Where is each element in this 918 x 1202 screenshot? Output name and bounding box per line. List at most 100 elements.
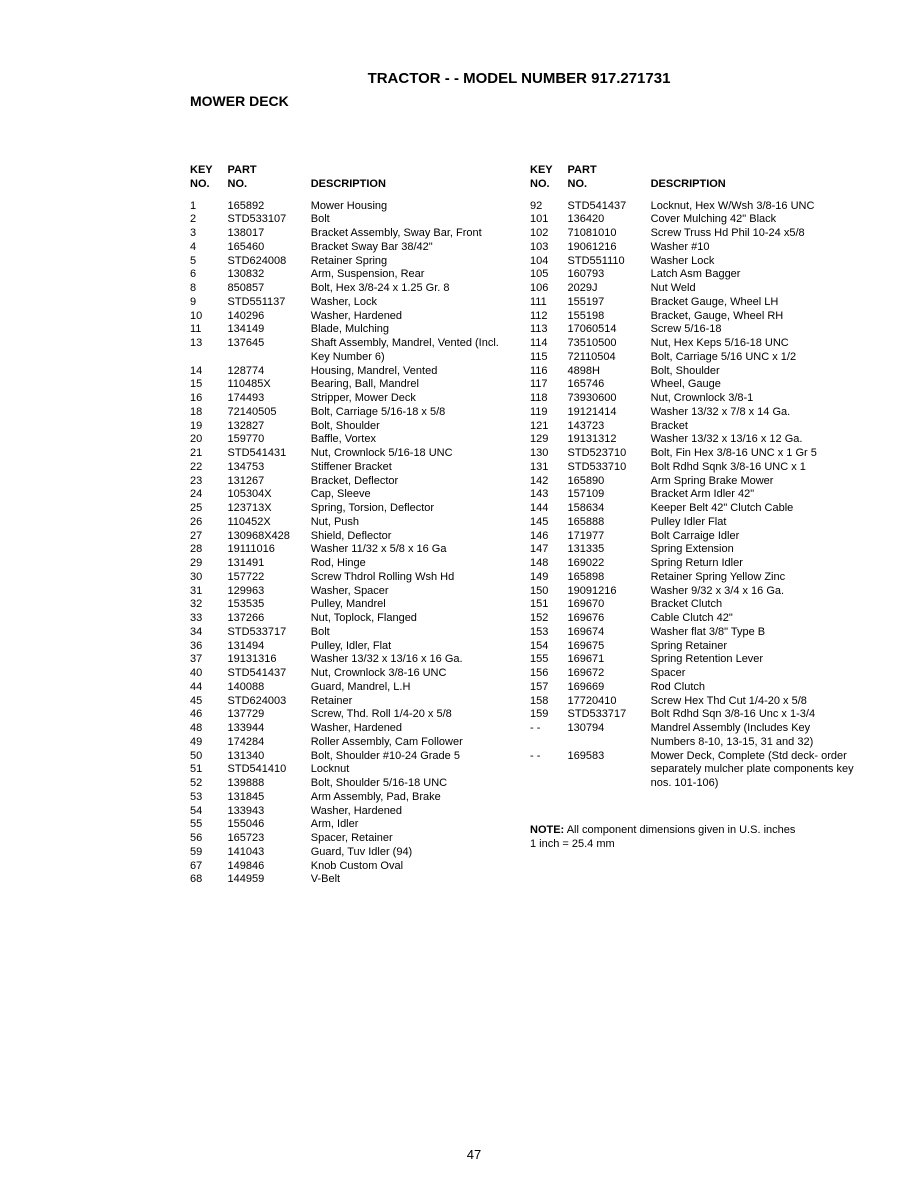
table-row: 29131491Rod, Hinge	[190, 557, 520, 571]
cell-key: 34	[190, 626, 228, 640]
cell-desc: Bracket Arm Idler 42"	[651, 488, 860, 502]
cell-part: 73930600	[568, 392, 651, 406]
cell-part: 134149	[228, 323, 311, 337]
cell-part: 137729	[228, 708, 311, 722]
cell-part: 131491	[228, 557, 311, 571]
cell-desc: Roller Assembly, Cam Follower	[311, 736, 520, 750]
table-row: 50131340Bolt, Shoulder #10-24 Grade 5	[190, 750, 520, 764]
cell-desc: Arm Spring Brake Mower	[651, 475, 860, 489]
table-row: 49174284Roller Assembly, Cam Follower	[190, 736, 520, 750]
cell-desc: Locknut, Hex W/Wsh 3/8-16 UNC	[651, 200, 860, 214]
table-row: 11473510500Nut, Hex Keps 5/16-18 UNC	[530, 337, 860, 351]
title: TRACTOR - - MODEL NUMBER 917.271731	[180, 70, 858, 87]
cell-desc: Locknut	[311, 763, 520, 777]
cell-key: 59	[190, 846, 228, 860]
table-row: 46137729Screw, Thd. Roll 1/4-20 x 5/8	[190, 708, 520, 722]
cell-part: STD523710	[568, 447, 651, 461]
table-row: 25123713XSpring, Torsion, Deflector	[190, 502, 520, 516]
cell-key: 150	[530, 585, 568, 599]
table-row: 22134753Stiffener Bracket	[190, 461, 520, 475]
cell-key: 28	[190, 543, 228, 557]
table-row: 14128774Housing, Mandrel, Vented	[190, 365, 520, 379]
cell-key: 106	[530, 282, 568, 296]
cell-key: 151	[530, 598, 568, 612]
cell-key: 112	[530, 310, 568, 324]
cell-key: 9	[190, 296, 228, 310]
cell-part: 131340	[228, 750, 311, 764]
cell-key: 6	[190, 268, 228, 282]
cell-desc: Screw Truss Hd Phil 10-24 x5/8	[651, 227, 860, 241]
cell-desc: Nut, Crownlock 3/8-1	[651, 392, 860, 406]
table-row: 45STD624003Retainer	[190, 695, 520, 709]
cell-key: 142	[530, 475, 568, 489]
cell-desc: Bolt, Shoulder 5/16-18 UNC	[311, 777, 520, 791]
table-row: 11873930600Nut, Crownlock 3/8-1	[530, 392, 860, 406]
cell-key: 121	[530, 420, 568, 434]
cell-key: 19	[190, 420, 228, 434]
table-row: 147131335Spring Extension	[530, 543, 860, 557]
cell-desc: Stripper, Mower Deck	[311, 392, 520, 406]
cell-desc: Retainer	[311, 695, 520, 709]
cell-key: 32	[190, 598, 228, 612]
cell-desc: Bolt	[311, 626, 520, 640]
cell-desc: Bracket	[651, 420, 860, 434]
cell-part: 72110504	[568, 351, 651, 365]
cell-part: 169675	[568, 640, 651, 654]
cell-part: 155197	[568, 296, 651, 310]
cell-desc: Spring Return Idler	[651, 557, 860, 571]
table-row: 1062029JNut Weld	[530, 282, 860, 296]
cell-part: STD541431	[228, 447, 311, 461]
table-row: 157169669Rod Clutch	[530, 681, 860, 695]
cell-key: 25	[190, 502, 228, 516]
cell-key: 104	[530, 255, 568, 269]
table-row: 21STD541431Nut, Crownlock 5/16-18 UNC	[190, 447, 520, 461]
table-row: 12919131312Washer 13/32 x 13/16 x 12 Ga.	[530, 433, 860, 447]
cell-desc: Bolt, Carriage 5/16 UNC x 1/2	[651, 351, 860, 365]
table-row: 151169670Bracket Clutch	[530, 598, 860, 612]
cell-part: 169669	[568, 681, 651, 695]
table-row: 52139888Bolt, Shoulder 5/16-18 UNC	[190, 777, 520, 791]
table-row: 92STD541437Locknut, Hex W/Wsh 3/8-16 UNC	[530, 200, 860, 214]
cell-part: STD551110	[568, 255, 651, 269]
cell-key: 31	[190, 585, 228, 599]
cell-desc: Guard, Tuv Idler (94)	[311, 846, 520, 860]
table-row: 23131267Bracket, Deflector	[190, 475, 520, 489]
cell-key: 68	[190, 873, 228, 887]
table-row: 13137645Shaft Assembly, Mandrel, Vented …	[190, 337, 520, 365]
cell-part: 105304X	[228, 488, 311, 502]
table-row: 2STD533107Bolt	[190, 213, 520, 227]
cell-desc: Screw Thdrol Rolling Wsh Hd	[311, 571, 520, 585]
cell-part: 169670	[568, 598, 651, 612]
cell-part: 139888	[228, 777, 311, 791]
cell-part: 144959	[228, 873, 311, 887]
cell-key: 145	[530, 516, 568, 530]
cell-key: 118	[530, 392, 568, 406]
table-row: 15110485XBearing, Ball, Mandrel	[190, 378, 520, 392]
cell-part: 19091216	[568, 585, 651, 599]
cell-key: 157	[530, 681, 568, 695]
cell-part: 130968X428	[228, 530, 311, 544]
table-row: 24105304XCap, Sleeve	[190, 488, 520, 502]
cell-part: STD533717	[568, 708, 651, 722]
cell-part: 19131312	[568, 433, 651, 447]
table-row: 155169671Spring Retention Lever	[530, 653, 860, 667]
cell-part: 850857	[228, 282, 311, 296]
table-row: 153169674Washer flat 3/8" Type B	[530, 626, 860, 640]
table-row: 105160793Latch Asm Bagger	[530, 268, 860, 282]
cell-key: 29	[190, 557, 228, 571]
table-row: 51STD541410Locknut	[190, 763, 520, 777]
cell-desc: Bracket Assembly, Sway Bar, Front	[311, 227, 520, 241]
cell-desc: Washer, Hardened	[311, 722, 520, 736]
table-row: - -169583Mower Deck, Complete (Std deck-…	[530, 750, 860, 791]
table-row: - -130794Mandrel Assembly (Includes Key …	[530, 722, 860, 750]
cell-key: 49	[190, 736, 228, 750]
cell-key: 5	[190, 255, 228, 269]
cell-key: 130	[530, 447, 568, 461]
cell-desc: Pulley Idler Flat	[651, 516, 860, 530]
cell-desc: Retainer Spring	[311, 255, 520, 269]
cell-part: 17060514	[568, 323, 651, 337]
table-row: 11919121414Washer 13/32 x 7/8 x 14 Ga.	[530, 406, 860, 420]
cell-key: - -	[530, 722, 568, 750]
cell-desc: Nut, Crownlock 5/16-18 UNC	[311, 447, 520, 461]
cell-desc: Screw Hex Thd Cut 1/4-20 x 5/8	[651, 695, 860, 709]
